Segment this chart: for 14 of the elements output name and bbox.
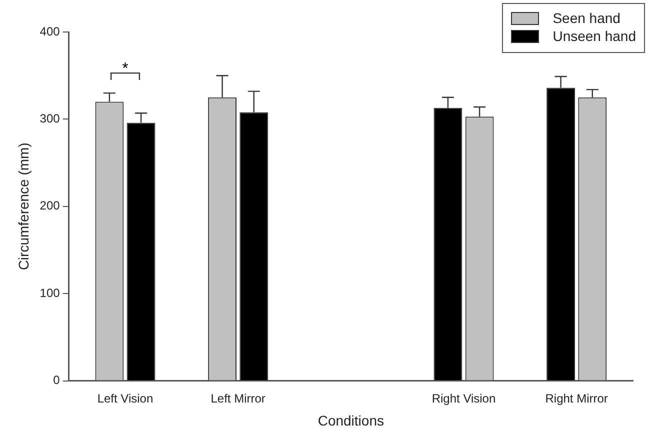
x-tick-label: Left Mirror	[210, 391, 266, 406]
x-tick-label: Left Vision	[97, 391, 154, 406]
x-tick-label: Right Mirror	[545, 391, 608, 406]
y-tick-label: 300	[40, 112, 60, 126]
y-tick-label: 200	[40, 198, 60, 213]
x-axis-title: Conditions	[318, 412, 384, 428]
y-tick-label: 0	[53, 373, 60, 388]
legend-label: Unseen hand	[552, 28, 636, 44]
annotation: *	[122, 60, 128, 78]
y-axis-title: Circumference (mm)	[15, 142, 32, 270]
y-tick-label: 400	[40, 24, 60, 38]
legend-label: Seen hand	[552, 10, 620, 26]
y-tick-label: 100	[40, 286, 60, 300]
x-tick-label: Right Vision	[432, 391, 496, 406]
